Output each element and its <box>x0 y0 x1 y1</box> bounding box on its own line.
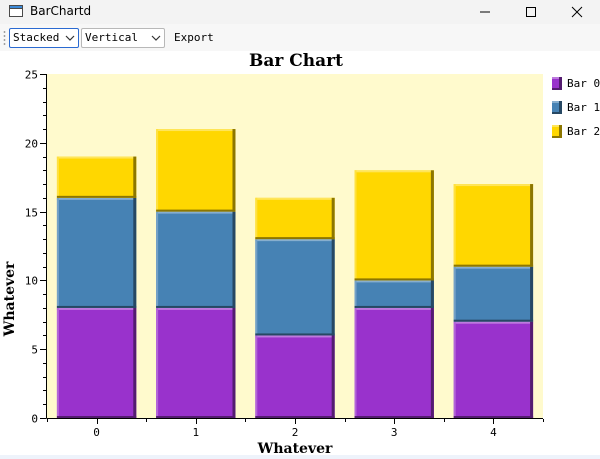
legend-swatch <box>552 77 562 90</box>
bar-segment <box>56 307 137 418</box>
y-tick-label: 20 <box>25 138 38 151</box>
maximize-icon <box>526 7 536 17</box>
window-title: BarChartd <box>30 4 92 18</box>
bar-segment <box>56 156 137 198</box>
legend-item[interactable]: Bar 0 <box>552 77 600 90</box>
legend-label: Bar 2 <box>567 125 600 138</box>
minimize-icon <box>480 11 490 13</box>
bar-segment <box>255 239 335 336</box>
export-button[interactable]: Export <box>174 31 214 44</box>
bar-segment <box>453 184 534 267</box>
bar-segment <box>453 266 534 322</box>
title-bar: BarChartd <box>0 0 600 24</box>
maximize-button[interactable] <box>508 0 554 24</box>
legend-label: Bar 0 <box>567 77 600 90</box>
chart-widget: Bar Chart 0 5 10 15 20 25 0 1 2 3 4 Bar 0 Bar 1 Bar … <box>0 51 600 457</box>
minimize-button[interactable] <box>462 0 508 24</box>
legend-item[interactable]: Bar 1 <box>552 101 600 114</box>
chart-title: Bar Chart <box>249 51 343 71</box>
chevron-down-icon <box>151 35 161 41</box>
x-tick-label: 0 <box>93 426 100 439</box>
x-tick-label: 1 <box>192 426 199 439</box>
orientation-value: Vertical <box>85 31 138 44</box>
bar-segment <box>354 307 434 418</box>
app-icon <box>9 5 23 17</box>
x-tick-label: 3 <box>391 426 398 439</box>
orientation-select[interactable]: Vertical <box>81 28 165 48</box>
legend-swatch <box>552 125 562 138</box>
x-tick-label: 4 <box>490 426 497 439</box>
bar-segment <box>156 211 236 308</box>
toolbar: Stacked Vertical Export <box>0 24 600 52</box>
bar-chart: Bar Chart 0 5 10 15 20 25 0 1 2 3 4 Bar 0 Bar 1 Bar … <box>2 51 600 457</box>
toolbar-grip-icon[interactable] <box>3 30 6 46</box>
y-tick-label: 15 <box>25 207 38 220</box>
legend-swatch <box>552 101 562 114</box>
bar-segment <box>255 335 335 418</box>
y-tick-label: 25 <box>25 69 38 82</box>
bar-segment <box>354 170 434 281</box>
close-button[interactable] <box>554 0 600 24</box>
bar-segment <box>255 197 335 240</box>
bar-segment <box>453 321 534 418</box>
y-tick-label: 5 <box>31 344 38 357</box>
x-axis-title: Whatever <box>257 441 333 455</box>
stack-mode-select[interactable]: Stacked <box>9 28 79 48</box>
bar-segment <box>156 129 236 212</box>
stack-mode-value: Stacked <box>13 31 60 44</box>
y-tick-label: 0 <box>31 413 38 426</box>
bar-segment <box>354 280 434 308</box>
y-axis-title: Whatever <box>2 261 18 337</box>
y-tick-label: 10 <box>25 275 38 288</box>
bar-segment <box>156 307 236 418</box>
x-tick-label: 2 <box>292 426 299 439</box>
bar-segment <box>56 197 137 308</box>
chevron-down-icon <box>65 35 75 41</box>
close-icon <box>571 6 583 18</box>
legend-label: Bar 1 <box>567 101 600 114</box>
legend-item[interactable]: Bar 2 <box>552 125 600 138</box>
